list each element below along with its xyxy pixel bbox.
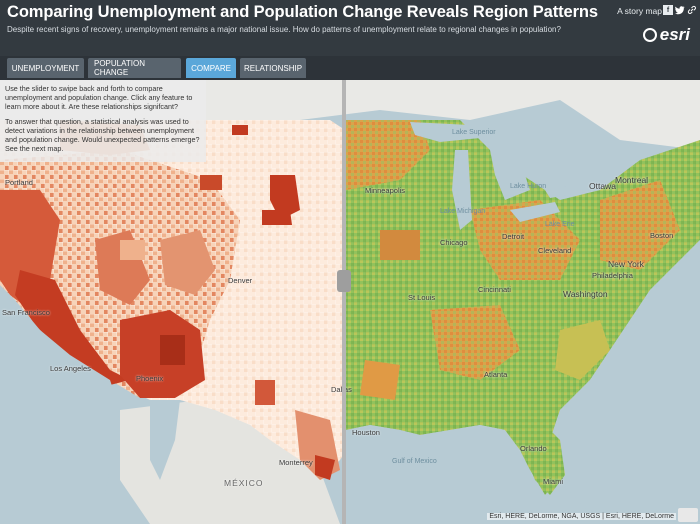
city-label-montreal: Montreal [615, 175, 649, 185]
city-label-detroit: Detroit [502, 232, 525, 241]
city-label-dallas: Dallas [331, 385, 352, 394]
water-label-lake-huron: Lake Huron [510, 183, 547, 190]
map-attribution: Esri, HERE, DeLorme, NGA, USGS | Esri, H… [487, 513, 676, 520]
swipe-divider[interactable] [342, 80, 346, 524]
tab-relationship[interactable]: RELATIONSHIP [240, 58, 306, 78]
city-label-denver: Denver [228, 276, 253, 285]
city-label-los-angeles: Los Angeles [50, 364, 91, 373]
tab-bar: UNEMPLOYMENT POPULATION CHANGE COMPARE R… [0, 56, 700, 80]
esri-logo[interactable]: esri [642, 25, 690, 45]
city-label-chicago: Chicago [440, 238, 468, 247]
city-label-monterrey: Monterrey [279, 458, 313, 467]
twitter-icon[interactable] [675, 5, 685, 15]
water-label-lake-erie: Lake Erie [545, 221, 575, 228]
map-canvas[interactable] [0, 80, 700, 524]
tab-population-change[interactable]: POPULATION CHANGE [88, 58, 181, 78]
city-label-phoenix: Phoenix [136, 374, 164, 383]
city-label-atlanta: Atlanta [484, 370, 508, 379]
city-label-minneapolis: Minneapolis [365, 186, 406, 195]
city-label-houston: Houston [352, 428, 380, 437]
esri-powered-logo[interactable] [678, 508, 698, 522]
tab-compare[interactable]: COMPARE [186, 58, 236, 78]
story-title: Comparing Unemployment and Population Ch… [7, 3, 598, 21]
city-label-cincinnati: Cincinnati [478, 285, 511, 294]
story-subtitle: Despite recent signs of recovery, unempl… [7, 25, 561, 34]
story-header: Comparing Unemployment and Population Ch… [0, 0, 700, 56]
water-label-lake-superior: Lake Superior [452, 129, 496, 136]
city-label-boston: Boston [650, 231, 674, 240]
city-label-miami: Miami [543, 477, 563, 486]
country-label-mexico: MÉXICO [224, 478, 264, 488]
city-label-st-louis: St Louis [408, 293, 436, 302]
info-paragraph-1: Use the slider to swipe back and forth t… [5, 84, 193, 111]
city-label-washington: Washington [563, 289, 608, 299]
water-label-gulf-of-mexico: Gulf of Mexico [392, 458, 437, 465]
globe-icon [642, 28, 657, 42]
link-icon[interactable] [687, 5, 697, 15]
facebook-icon[interactable]: f [663, 5, 673, 15]
city-label-san-francisco: San Francisco [2, 308, 50, 317]
info-panel: Use the slider to swipe back and forth t… [0, 80, 206, 162]
story-map-label: A story map [617, 6, 662, 16]
city-label-philadelphia: Philadelphia [592, 271, 633, 280]
water-label-lake-michigan: Lake Michigan [440, 208, 486, 215]
city-label-orlando: Orlando [520, 444, 547, 453]
swipe-map[interactable]: Portland San Francisco Los Angeles Phoen… [0, 80, 700, 524]
city-label-cleveland: Cleveland [538, 246, 572, 255]
swipe-handle[interactable] [337, 270, 351, 292]
city-label-portland: Portland [5, 178, 33, 187]
city-label-ottawa: Ottawa [589, 181, 616, 191]
esri-logo-text: esri [659, 25, 690, 44]
city-label-new-york: New York [608, 259, 644, 269]
tab-unemployment[interactable]: UNEMPLOYMENT [7, 58, 84, 78]
info-paragraph-2: To answer that question, a statistical a… [5, 117, 200, 153]
